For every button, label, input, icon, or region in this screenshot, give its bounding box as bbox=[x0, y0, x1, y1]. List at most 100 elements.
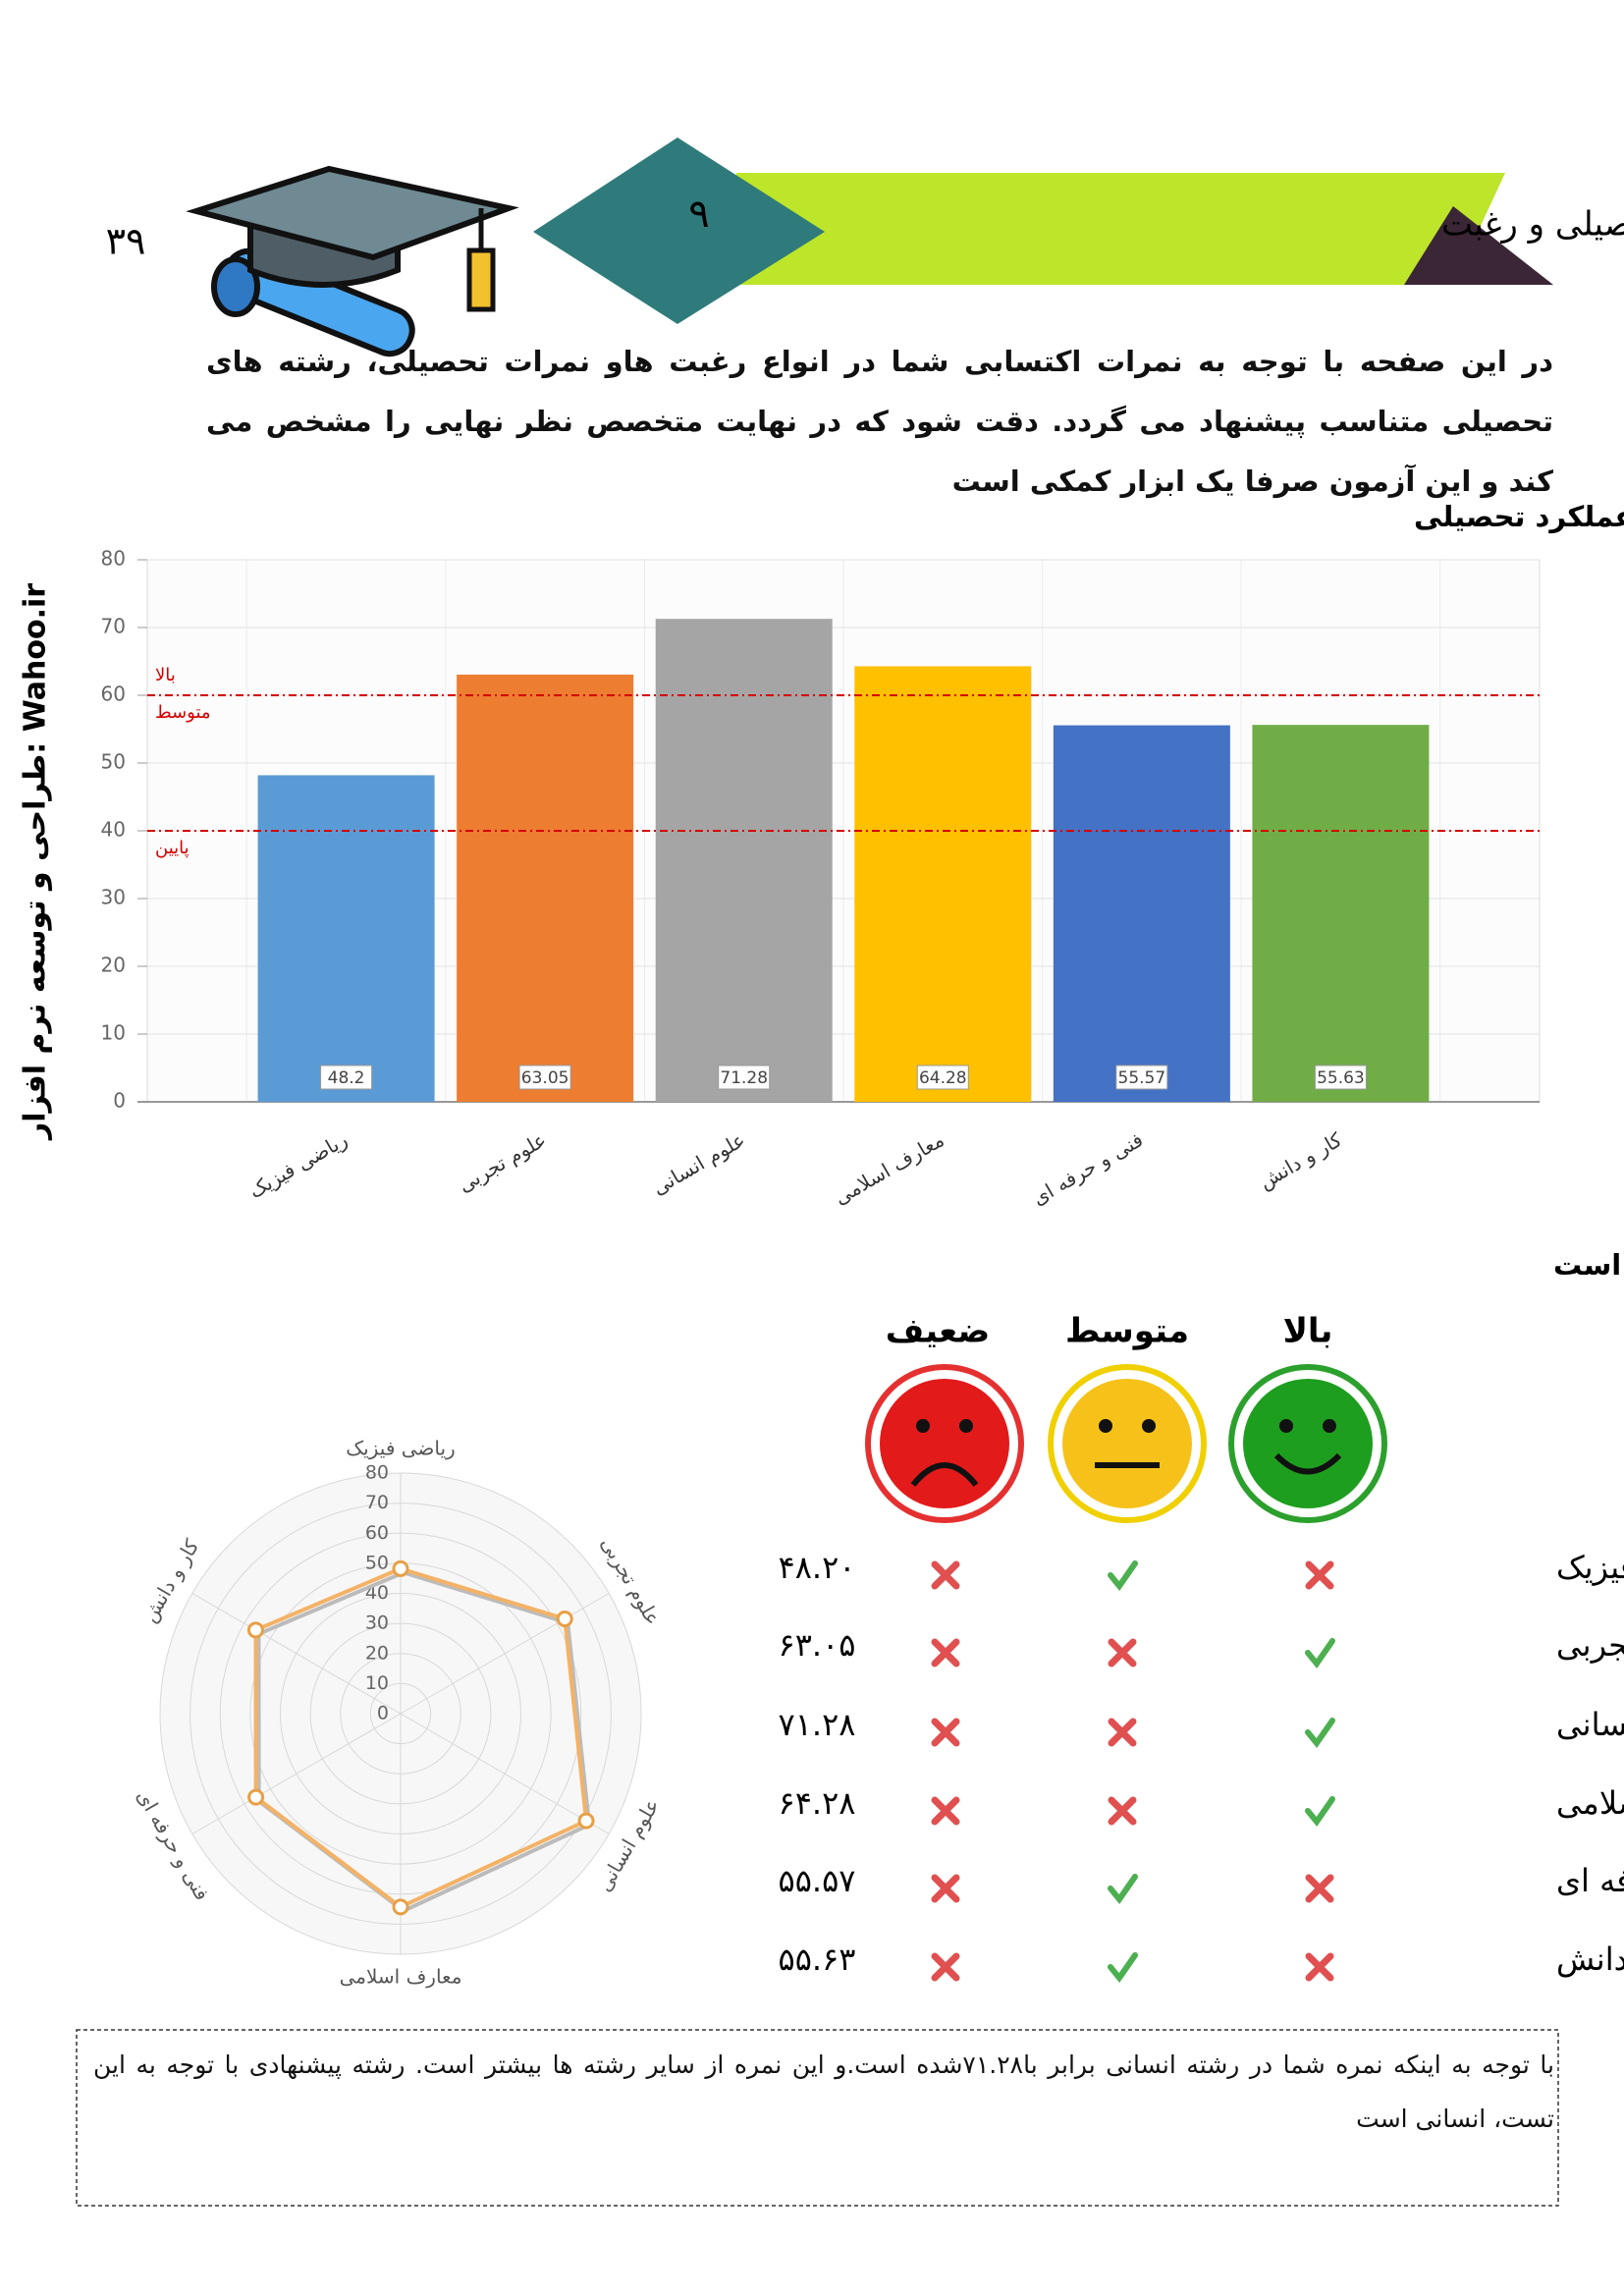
spoke bbox=[400, 1593, 610, 1715]
row-score: ۵۵.۶۳ bbox=[779, 1941, 856, 1978]
cross-mark bbox=[931, 1638, 960, 1667]
x-tick-label: معارف اسلامی bbox=[830, 1127, 947, 1209]
page-number: ۳۹ bbox=[106, 220, 146, 263]
r-tick-label: 0 bbox=[377, 1703, 389, 1724]
legend-medium: متوسط bbox=[1065, 1312, 1189, 1351]
radar-point bbox=[392, 1559, 409, 1577]
x-tick-label: فنی و حرفه ای bbox=[1028, 1127, 1147, 1210]
bar bbox=[1053, 725, 1230, 1102]
row-score: ۶۴.۲۸ bbox=[779, 1784, 856, 1822]
conclusion-text: با توجه به اینکه نمره شما در رشته انسانی… bbox=[93, 2050, 1554, 2133]
x-tick-label: ریاضی فیزیک bbox=[244, 1127, 352, 1203]
y-tick-label: 0 bbox=[113, 1089, 126, 1113]
bar bbox=[1252, 725, 1430, 1102]
r-tick-label: 50 bbox=[365, 1552, 389, 1573]
radar-point bbox=[577, 1812, 595, 1830]
row-name: علوم تجربی bbox=[1556, 1626, 1624, 1664]
value-label-box bbox=[518, 1065, 571, 1090]
reference-label: پایین bbox=[155, 838, 189, 858]
x-tick-label: علوم انسانی bbox=[648, 1127, 749, 1199]
row-score: ۵۵.۵۷ bbox=[779, 1862, 856, 1899]
check-mark bbox=[1108, 1952, 1138, 1983]
bar bbox=[854, 666, 1032, 1102]
bar bbox=[257, 775, 435, 1102]
cross-mark bbox=[931, 1874, 960, 1903]
bar bbox=[457, 674, 634, 1102]
section-title: انتخاب رشته بر مبنای عملکرد تحصیلی و رغب… bbox=[1441, 205, 1624, 245]
cap-icon bbox=[186, 165, 519, 357]
value-label-box bbox=[320, 1065, 373, 1090]
r-tick-label: 70 bbox=[365, 1492, 389, 1513]
y-tick-label: 10 bbox=[101, 1021, 126, 1045]
y-tick-label: 20 bbox=[101, 954, 126, 977]
check-mark bbox=[1305, 1638, 1335, 1668]
value-label: 64.28 bbox=[919, 1068, 967, 1088]
r-tick-label: 30 bbox=[365, 1613, 389, 1634]
value-label: 55.57 bbox=[1118, 1068, 1166, 1088]
row-name: کار و دانش bbox=[1556, 1941, 1624, 1978]
face-low bbox=[865, 1364, 1024, 1523]
face-medium bbox=[1048, 1364, 1207, 1523]
cross-mark bbox=[931, 1560, 960, 1590]
row-name: علوم انسانی bbox=[1556, 1706, 1624, 1743]
radar-point bbox=[246, 1621, 264, 1639]
check-mark bbox=[1305, 1796, 1335, 1827]
value-label-box bbox=[916, 1065, 969, 1090]
bar bbox=[655, 619, 833, 1102]
r-tick-label: 20 bbox=[365, 1642, 389, 1664]
section-diamond bbox=[533, 137, 825, 324]
r-tick-label: 80 bbox=[365, 1462, 389, 1484]
x-tick-label: علوم تجربی bbox=[454, 1127, 550, 1196]
reference-label: بالا bbox=[155, 665, 176, 685]
legend-high: بالا bbox=[1283, 1312, 1333, 1351]
value-label-box bbox=[1115, 1065, 1168, 1090]
cross-mark bbox=[931, 1952, 960, 1982]
cross-mark bbox=[931, 1718, 960, 1747]
y-tick-label: 70 bbox=[101, 615, 126, 638]
radar-point bbox=[247, 1788, 265, 1806]
intro-paragraph: در این صفحه با توجه به نمرات اکتسابی شما… bbox=[206, 345, 1553, 498]
cross-mark bbox=[1305, 1560, 1334, 1590]
axis-label: معارف اسلامی bbox=[340, 1965, 462, 1989]
radar-point bbox=[392, 1898, 409, 1916]
legend-low: ضعیف bbox=[886, 1312, 990, 1351]
row-score: ۴۸.۲۰ bbox=[779, 1549, 856, 1586]
side-credit: طراحی و توسعه نرم افزار: Wahoo.ir bbox=[19, 583, 53, 1141]
check-mark bbox=[1108, 1560, 1138, 1591]
chart-title: نمودار ستونی به منظور مقایسه رشته های تح… bbox=[1414, 500, 1624, 533]
value-label-box bbox=[718, 1065, 771, 1090]
spoke bbox=[191, 1593, 402, 1715]
y-tick-label: 40 bbox=[101, 818, 126, 842]
r-tick-label: 60 bbox=[365, 1522, 389, 1544]
row-name: ریاضی فیزیک bbox=[1556, 1549, 1624, 1586]
y-tick-label: 80 bbox=[101, 547, 126, 571]
title-banner bbox=[736, 173, 1505, 285]
cross-mark bbox=[1305, 1874, 1334, 1903]
radar-point bbox=[556, 1610, 573, 1627]
y-tick-label: 30 bbox=[101, 886, 126, 909]
row-name: فنی و حرفه ای bbox=[1556, 1862, 1624, 1899]
cross-mark bbox=[931, 1796, 960, 1826]
value-label: 48.2 bbox=[328, 1068, 365, 1088]
cross-mark bbox=[1305, 1952, 1334, 1982]
cross-mark bbox=[1108, 1638, 1137, 1667]
r-tick-label: 10 bbox=[365, 1672, 389, 1694]
value-label: 71.28 bbox=[720, 1068, 768, 1088]
y-tick-label: 50 bbox=[101, 750, 126, 774]
banner-corner bbox=[1404, 206, 1553, 285]
section-number: ۹ bbox=[688, 191, 709, 237]
value-label: 55.63 bbox=[1317, 1068, 1365, 1088]
row-name: معارف اسلامی bbox=[1556, 1784, 1624, 1822]
check-mark bbox=[1305, 1718, 1335, 1748]
row-score: ۷۱.۲۸ bbox=[779, 1706, 856, 1743]
axis-label: ریاضی فیزیک bbox=[346, 1437, 455, 1460]
y-tick-label: 60 bbox=[101, 683, 126, 706]
cross-mark bbox=[1108, 1796, 1137, 1826]
row-score: ۶۳.۰۵ bbox=[779, 1626, 856, 1664]
value-label-box bbox=[1314, 1065, 1367, 1090]
spoke bbox=[191, 1713, 402, 1834]
x-tick-label: کار و دانش bbox=[1255, 1127, 1346, 1194]
value-label: 63.05 bbox=[521, 1068, 569, 1088]
